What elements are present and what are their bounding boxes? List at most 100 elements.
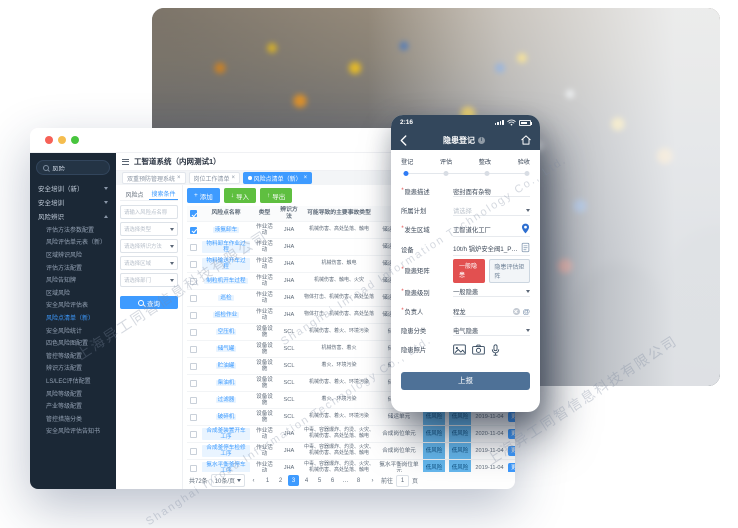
- sidebar-item[interactable]: 安全风险统计: [46, 328, 83, 335]
- maximize-window-dot[interactable]: [71, 136, 79, 144]
- step-label[interactable]: 登记: [401, 159, 414, 166]
- row-checkbox[interactable]: [190, 345, 197, 353]
- table-row[interactable]: 合成釜停车检修工序 作业活动 JHA 中毒、容器爆炸、灼烫、火灾、机械伤害、高处坠落、…: [187, 443, 515, 460]
- filter-select[interactable]: 请选择辨识方法: [120, 239, 178, 253]
- close-icon[interactable]: ×: [303, 175, 308, 181]
- risk-point-link[interactable]: 合成釜停车检修工序: [202, 444, 250, 458]
- row-checkbox[interactable]: [190, 464, 197, 472]
- risk-point-link[interactable]: 氨水平衡釜停车工序: [202, 461, 250, 472]
- page-number[interactable]: 5: [317, 477, 322, 484]
- form-value[interactable]: 程龙 @: [453, 307, 530, 317]
- risk-point-link[interactable]: 物料输送开车过程: [202, 257, 250, 271]
- tab-chip[interactable]: 风险点清单（新） ×: [243, 172, 313, 184]
- tab-chip[interactable]: 岗位工作清单 ×: [188, 172, 241, 184]
- sidebar-item[interactable]: 辨识方法配置: [46, 366, 83, 373]
- risk-point-link[interactable]: 柴油机: [215, 379, 237, 387]
- matrix-eval-button[interactable]: 隐患评估矩阵: [489, 258, 530, 283]
- form-value[interactable]: 电气隐患: [453, 326, 530, 336]
- filter-tab[interactable]: 搜索条件: [149, 188, 178, 200]
- page-number[interactable]: 3: [288, 475, 300, 486]
- sidebar-item[interactable]: LS/LEC评估配置: [46, 378, 91, 385]
- page-number[interactable]: 1: [265, 477, 270, 484]
- info-circle-icon[interactable]: i: [478, 136, 485, 144]
- risk-point-link[interactable]: 巡检: [218, 294, 234, 302]
- prev-page-button[interactable]: ‹: [252, 477, 255, 484]
- page-number[interactable]: 8: [356, 477, 361, 484]
- select-all-checkbox[interactable]: [190, 210, 197, 217]
- home-icon[interactable]: [520, 134, 532, 146]
- row-checkbox[interactable]: [190, 413, 197, 421]
- row-checkbox[interactable]: [190, 447, 197, 455]
- sidebar-item[interactable]: 评估方法参数配置: [46, 227, 95, 234]
- row-checkbox[interactable]: [190, 396, 197, 404]
- query-button[interactable]: 查询: [120, 296, 178, 309]
- sidebar-item[interactable]: 管控措施分类: [46, 416, 83, 423]
- row-checkbox[interactable]: [190, 226, 197, 234]
- sidebar-item[interactable]: 管控等级配置: [46, 353, 83, 360]
- close-icon[interactable]: ×: [231, 175, 236, 181]
- at-sign-icon[interactable]: @: [522, 306, 530, 316]
- sidebar-item[interactable]: 风险点清单（新）: [46, 315, 95, 322]
- microphone-icon[interactable]: [491, 344, 500, 356]
- goto-page-input[interactable]: 1: [396, 474, 410, 487]
- risk-point-link[interactable]: 贮油罐: [215, 362, 237, 370]
- row-checkbox[interactable]: [190, 430, 197, 438]
- more-button[interactable]: 更多: [508, 412, 515, 422]
- page-number[interactable]: 2: [278, 477, 283, 484]
- table-row[interactable]: 破碎机 设备设施 SCL 机械伤害、着火、环境污染 储运单元 低风险 低风险 2019-11-…: [187, 409, 515, 426]
- submit-button[interactable]: 上报: [401, 371, 530, 390]
- step-label[interactable]: 评估: [439, 159, 453, 166]
- chevron-down-icon[interactable]: [526, 328, 530, 332]
- sidebar-group[interactable]: 安全培训: [30, 195, 116, 209]
- risk-point-link[interactable]: 储气罐: [215, 345, 237, 353]
- risk-point-link[interactable]: 物料卸车作业过程: [202, 240, 250, 254]
- sidebar-item[interactable]: 评估方法配置: [46, 265, 83, 272]
- sidebar-item[interactable]: 四色风险图配置: [46, 341, 89, 348]
- chevron-down-icon[interactable]: [526, 290, 530, 294]
- camera-icon[interactable]: [472, 344, 485, 355]
- row-checkbox[interactable]: [190, 362, 197, 370]
- row-checkbox[interactable]: [190, 328, 197, 336]
- sidebar-item[interactable]: 区域风险: [46, 290, 71, 297]
- hamburger-icon[interactable]: [122, 158, 129, 165]
- more-button[interactable]: 更多: [508, 463, 515, 472]
- step-label[interactable]: 验收: [517, 159, 530, 166]
- more-button[interactable]: 更多: [508, 429, 515, 439]
- filter-select[interactable]: 请选择部门: [120, 273, 178, 287]
- next-page-button[interactable]: ›: [371, 477, 374, 484]
- filter-input[interactable]: 请输入风险点名称: [120, 205, 178, 219]
- form-value[interactable]: 10t/h 锅炉安全阀1_P0001: [453, 242, 530, 257]
- sidebar-item[interactable]: 区域辨识风险: [46, 252, 83, 259]
- form-value[interactable]: 请选择: [453, 206, 530, 216]
- sidebar-item[interactable]: 风险评估单元表（新）: [46, 240, 107, 247]
- risk-point-link[interactable]: 破碎机: [215, 413, 237, 421]
- close-window-dot[interactable]: [45, 136, 53, 144]
- sidebar-search[interactable]: [36, 160, 110, 175]
- risk-point-link[interactable]: 空压机: [215, 328, 237, 336]
- export-button[interactable]: ↑ 导出: [260, 188, 293, 203]
- page-number[interactable]: 4: [304, 477, 309, 484]
- row-checkbox[interactable]: [190, 243, 197, 251]
- table-row[interactable]: 合成釜装置开车工序 作业活动 JHA 中毒、容器爆炸、灼烫、火灾、机械伤害、高处坠落、…: [187, 426, 515, 443]
- chevron-down-icon[interactable]: [526, 208, 530, 212]
- back-arrow-icon[interactable]: [399, 134, 408, 147]
- filter-select[interactable]: 请选择类型: [120, 222, 178, 236]
- form-value[interactable]: [453, 344, 530, 356]
- location-pin-icon[interactable]: [521, 223, 530, 234]
- minimize-window-dot[interactable]: [58, 136, 66, 144]
- table-row[interactable]: 氨水平衡釜停车工序 作业活动 JHA 中毒、容器爆炸、灼烫、火灾、机械伤害、高处坠落、…: [187, 460, 515, 472]
- risk-point-link[interactable]: 液氨卸车: [212, 226, 240, 234]
- form-value[interactable]: 一般隐患 隐患评估矩阵: [453, 258, 530, 283]
- sidebar-item[interactable]: 风险告知牌: [46, 278, 77, 285]
- sidebar-item[interactable]: 产业等级配置: [46, 404, 83, 411]
- device-list-icon[interactable]: [521, 242, 530, 253]
- sidebar-item[interactable]: 安全风险评估表: [46, 303, 89, 310]
- sidebar-group[interactable]: 安全培训（新）: [30, 181, 116, 195]
- more-button[interactable]: 更多: [508, 446, 515, 456]
- page-size-select[interactable]: 10条/页: [210, 474, 246, 487]
- row-checkbox[interactable]: [190, 294, 197, 302]
- tab-chip[interactable]: 双重预防管理系统 ×: [122, 172, 186, 184]
- filter-select[interactable]: 请选择区域: [120, 256, 178, 270]
- risk-point-link[interactable]: 巡检作业: [212, 311, 240, 319]
- close-icon[interactable]: ×: [177, 175, 181, 181]
